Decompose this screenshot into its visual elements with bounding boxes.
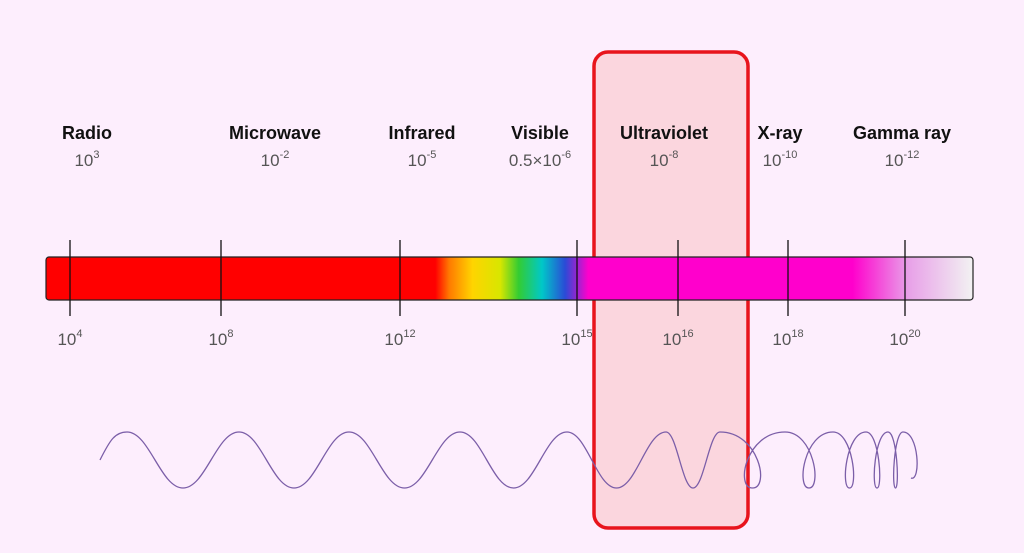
frequency-tick-label: 108 <box>208 328 233 349</box>
band-name-label: Microwave <box>229 123 321 143</box>
frequency-tick-label: 1015 <box>561 328 592 349</box>
frequency-tick-label: 1018 <box>772 328 803 349</box>
band-name-label: Infrared <box>388 123 455 143</box>
frequency-tick-label: 1016 <box>662 328 693 349</box>
frequency-tick-label: 104 <box>57 328 82 349</box>
band-wavelength-label: 103 <box>74 149 99 170</box>
band-name-label: Gamma ray <box>853 123 951 143</box>
band-wavelength-label: 10-5 <box>408 149 437 170</box>
band-name-label: Radio <box>62 123 112 143</box>
band-name-label: Ultraviolet <box>620 123 708 143</box>
spectrum-bar <box>45 256 974 301</box>
frequency-tick-label: 1012 <box>384 328 415 349</box>
band-wavelength-label: 0.5×10-6 <box>509 149 571 170</box>
band-wavelength-label: 10-8 <box>650 149 679 170</box>
wave-illustration <box>99 431 918 489</box>
band-wavelength-label: 10-2 <box>261 149 290 170</box>
band-name-label: X-ray <box>757 123 802 143</box>
band-wavelength-label: 10-12 <box>885 149 920 170</box>
band-wavelength-label: 10-10 <box>763 149 798 170</box>
frequency-tick-label: 1020 <box>889 328 920 349</box>
band-name-label: Visible <box>511 123 569 143</box>
